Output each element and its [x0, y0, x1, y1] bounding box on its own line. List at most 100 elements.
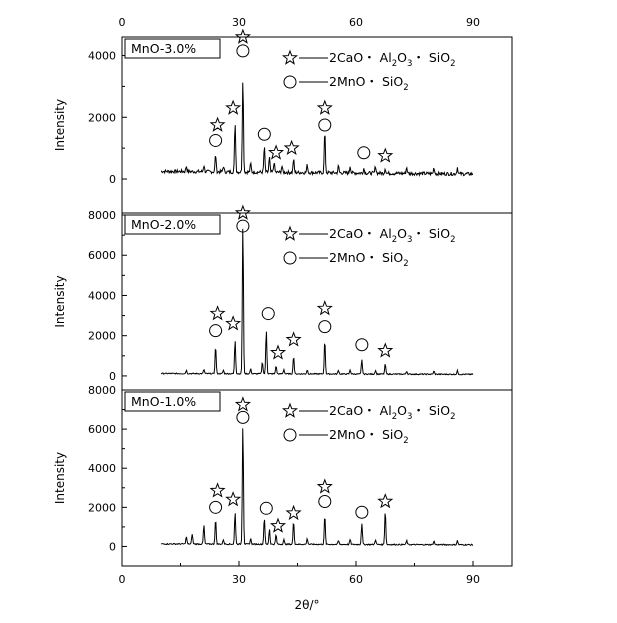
star-marker [209, 482, 226, 498]
legend-star-label-part: 2CaO・ Al [329, 403, 392, 418]
star-marker [283, 139, 300, 155]
star-marker [316, 300, 333, 316]
legend-star-label-part: O [397, 226, 407, 241]
star-marker [225, 99, 242, 115]
legend-star-label-part: 3 [407, 59, 412, 69]
sample-tag-box [124, 391, 221, 412]
legend-star-label-part: 3 [407, 412, 412, 422]
circle-marker [236, 44, 250, 58]
top-x-tick-label: 60 [349, 16, 363, 29]
y-axis-title: Intensity [53, 275, 67, 327]
top-x-tick-label: 30 [232, 16, 246, 29]
legend-star-symbol [281, 402, 299, 418]
circle-marker [259, 501, 273, 515]
legend-circle-symbol [283, 75, 297, 89]
y-tick-label: 8000 [88, 209, 116, 222]
x-axis-title: 2θ/° [294, 598, 319, 612]
legend-circle-label-part: 2MnO・ SiO [329, 427, 403, 442]
star-marker [377, 342, 394, 358]
legend-star-label-part: 2 [392, 412, 397, 422]
bottom-x-tick-label: 90 [466, 573, 480, 586]
legend-circle-label-part: 2 [403, 436, 408, 446]
xrd-trace [160, 82, 474, 178]
legend-circle-label-part: 2 [403, 259, 408, 269]
star-marker [377, 147, 394, 163]
star-marker [268, 144, 285, 160]
circle-marker [357, 146, 371, 160]
circle-marker [236, 410, 250, 424]
circle-marker [355, 505, 369, 519]
legend-star-label-part: 2CaO・ Al [329, 226, 392, 241]
circle-marker [355, 338, 369, 352]
legend-star-label-part: O [397, 403, 407, 418]
star-marker [377, 493, 394, 509]
bottom-x-tick-label: 0 [119, 573, 126, 586]
legend-star-label: 2CaO・ Al2O3・ SiO2 [329, 50, 456, 69]
sample-tag: MnO-1.0% [124, 391, 221, 412]
y-tick-label: 2000 [88, 111, 116, 124]
y-tick-label: 6000 [88, 423, 116, 436]
star-marker [316, 478, 333, 494]
sample-tag-label: MnO-2.0% [131, 217, 196, 232]
legend-circle-label-part: 2MnO・ SiO [329, 74, 403, 89]
star-marker [269, 517, 287, 533]
sample-tag: MnO-2.0% [124, 214, 221, 235]
legend-circle-label: 2MnO・ SiO2 [329, 250, 409, 269]
star-marker [209, 305, 226, 321]
legend-star-label-part: ・ SiO [412, 226, 450, 241]
legend-star-symbol [281, 225, 299, 241]
panel-2: 0 2000 4000 6000 8000 Intensity MnO-2.0% 2CaO・ … [53, 204, 513, 391]
legend-star-label-part: O [397, 50, 407, 65]
legend-star-label: 2CaO・ Al2O3・ SiO2 [329, 403, 456, 422]
legend-star-label-part: 2 [450, 235, 455, 245]
bottom-x-axis: 0 30 60 90 [119, 561, 480, 586]
star-marker [285, 504, 302, 521]
circle-marker [261, 307, 275, 321]
legend-star-symbol [281, 49, 299, 65]
star-marker [225, 315, 242, 331]
sample-tag-box [124, 38, 221, 59]
legend-star-label-part: ・ SiO [412, 50, 450, 65]
bottom-x-tick-label: 30 [232, 573, 246, 586]
top-x-tick-label: 0 [119, 16, 126, 29]
legend-circle-label-part: 2 [403, 83, 408, 93]
y-tick-label: 2000 [88, 501, 116, 514]
legend-circle-symbol [283, 428, 297, 442]
circle-marker [209, 133, 223, 147]
legend-star-label: 2CaO・ Al2O3・ SiO2 [329, 226, 456, 245]
legend-star-label-part: ・ SiO [412, 403, 450, 418]
y-tick-label: 0 [109, 173, 116, 186]
legend-star-label-part: 2 [392, 235, 397, 245]
top-x-tick-label: 90 [466, 16, 480, 29]
sample-tag-label: MnO-1.0% [131, 394, 196, 409]
star-marker [234, 396, 251, 412]
star-marker [269, 344, 287, 360]
legend-star-label-part: 2CaO・ Al [329, 50, 392, 65]
y-tick-label: 0 [109, 370, 116, 383]
y-tick-label: 4000 [88, 462, 116, 475]
y-tick-label: 4000 [88, 289, 116, 302]
circle-marker [318, 320, 332, 334]
legend-circle-label-part: 2MnO・ SiO [329, 250, 403, 265]
sample-tag-label: MnO-3.0% [131, 41, 196, 56]
star-marker [234, 204, 251, 220]
circle-marker [318, 494, 332, 508]
circle-marker [257, 127, 271, 141]
circle-marker [209, 324, 223, 338]
y-tick-label: 4000 [88, 50, 116, 63]
y-tick-label: 2000 [88, 330, 116, 343]
circle-marker [209, 500, 223, 514]
legend-star-label-part: 2 [392, 59, 397, 69]
y-tick-label: 0 [109, 540, 116, 553]
y-axis-title: Intensity [53, 99, 67, 151]
circle-marker [318, 118, 332, 132]
legend-circle-label: 2MnO・ SiO2 [329, 427, 409, 446]
star-marker [234, 28, 251, 44]
sample-tag: MnO-3.0% [124, 38, 221, 59]
